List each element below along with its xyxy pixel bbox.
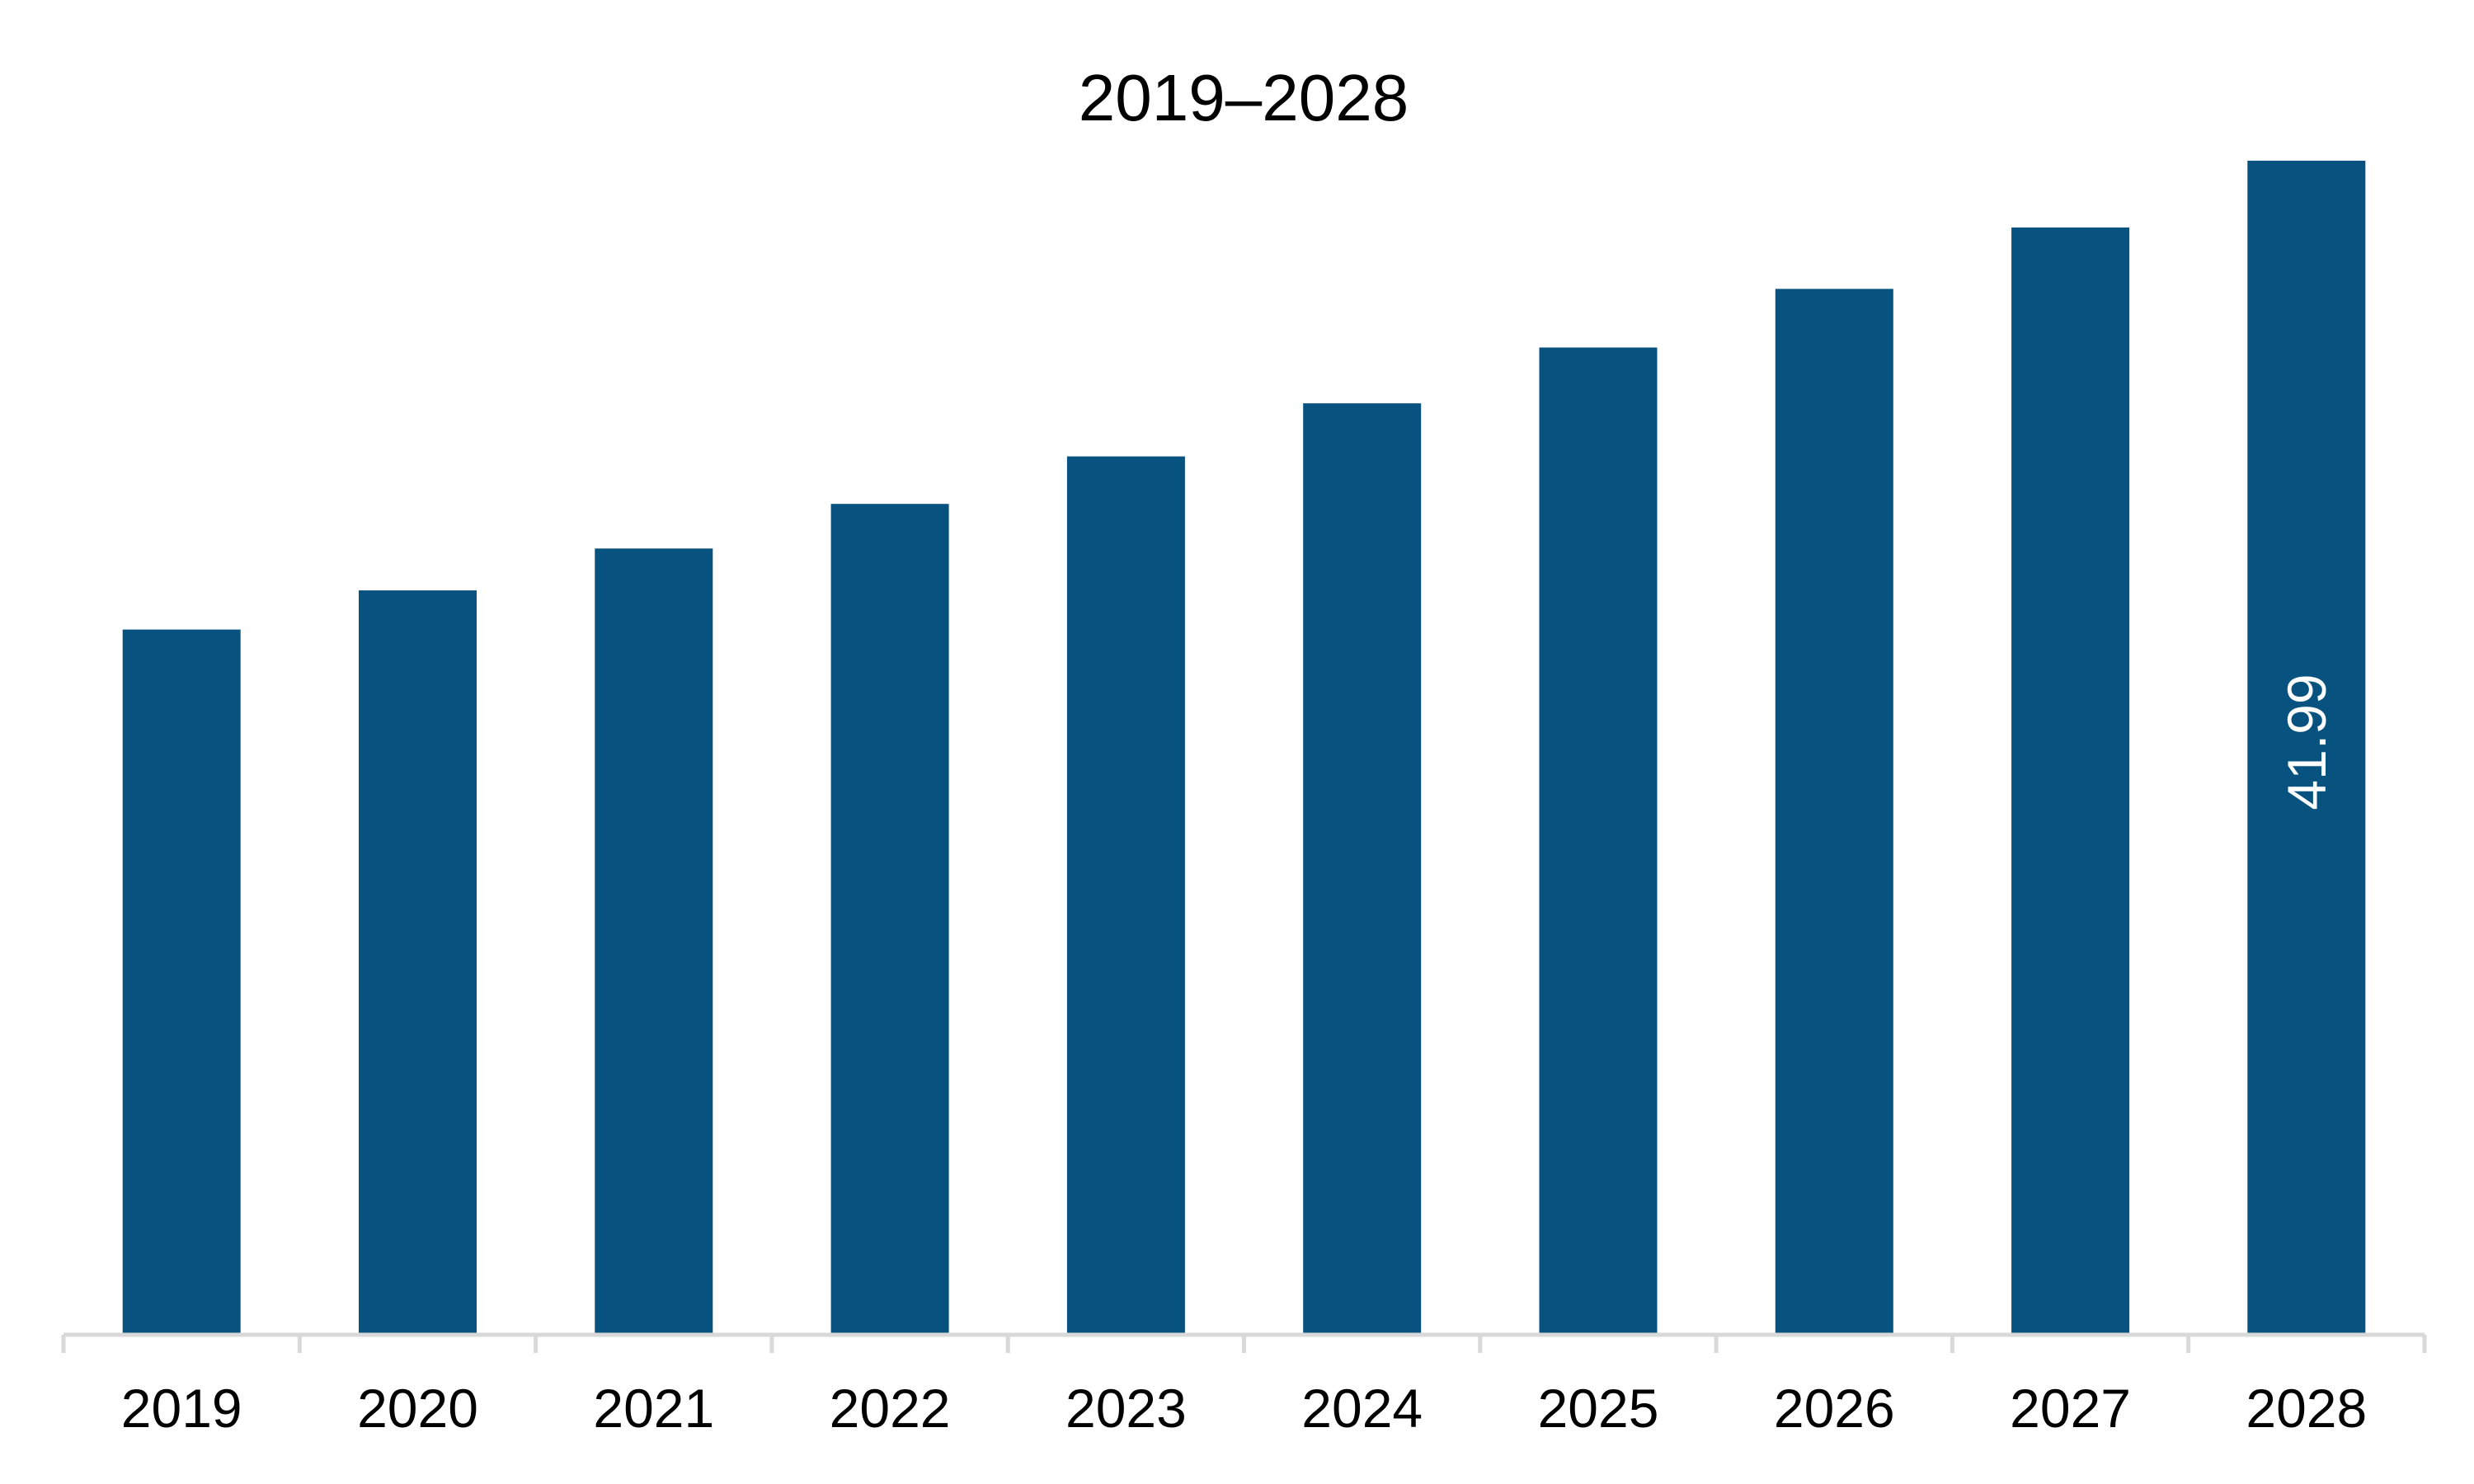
x-tick-labels: 2019 2020 2021 2022 2023 2024 2025 2026 2027 2028	[121, 1378, 2367, 1439]
x-tick-label-2027: 2027	[2010, 1378, 2131, 1439]
data-labels: 41.99	[2276, 674, 2337, 810]
bar-2021	[595, 548, 713, 1333]
bar-2022	[830, 504, 949, 1333]
chart-title: 2019–2028	[1079, 61, 1409, 134]
x-tick-label-2024: 2024	[1301, 1378, 1423, 1439]
x-tick-label-2019: 2019	[121, 1378, 242, 1439]
x-axis	[61, 1332, 2427, 1353]
x-tick-label-2028: 2028	[2246, 1378, 2367, 1439]
x-tick-label-2021: 2021	[593, 1378, 714, 1439]
bar-2026	[1775, 289, 1893, 1333]
bar-2027	[2011, 227, 2130, 1333]
bar-2024	[1303, 403, 1422, 1334]
bar-2023	[1066, 456, 1185, 1333]
bar-2025	[1539, 347, 1658, 1333]
bar-2019	[122, 629, 241, 1333]
x-tick-label-2026: 2026	[1774, 1378, 1895, 1439]
x-tick-label-2020: 2020	[357, 1378, 478, 1439]
data-label-2028: 41.99	[2276, 674, 2337, 810]
x-tick-label-2025: 2025	[1538, 1378, 1659, 1439]
bars-layer	[122, 160, 2366, 1334]
bar-2028	[2247, 160, 2366, 1333]
x-tick-label-2023: 2023	[1065, 1378, 1187, 1439]
x-tick-label-2022: 2022	[830, 1378, 951, 1439]
bar-2020	[359, 590, 477, 1333]
